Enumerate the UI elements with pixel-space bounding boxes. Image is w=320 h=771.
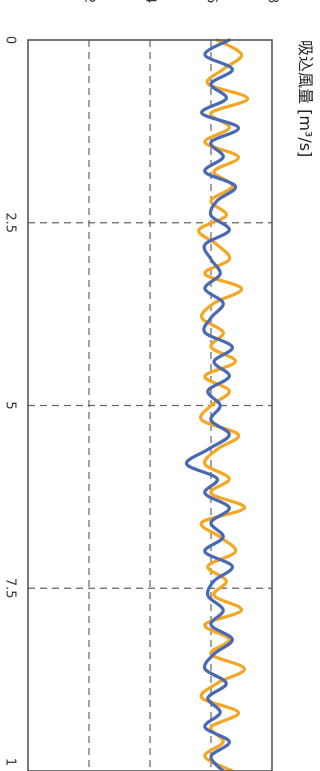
y-tick-labels: 0.2 0.4 0.6 0.8 — [82, 0, 280, 3]
y-tick-label: 0.6 — [204, 0, 219, 3]
y-tick-label: 0.4 — [143, 0, 158, 3]
plot-area-frame — [27, 39, 273, 771]
x-tick-label: 1 — [3, 758, 18, 766]
series-line-2 — [185, 38, 240, 771]
series-layer — [185, 38, 250, 771]
series-line-1 — [197, 38, 250, 771]
x-tick-label: 7.5 — [3, 578, 18, 599]
x-tick-label: 0 — [3, 36, 18, 44]
y-axis-label: 吸込風量 [m³/s] — [296, 40, 315, 157]
x-tick-label: 2.5 — [3, 212, 18, 233]
x-tick-label: 5 — [3, 401, 18, 409]
y-tick-label: 0.8 — [265, 0, 280, 3]
y-tick-label: 0.2 — [82, 0, 97, 3]
x-tick-labels: 0 2.5 5 7.5 1 — [3, 36, 18, 766]
